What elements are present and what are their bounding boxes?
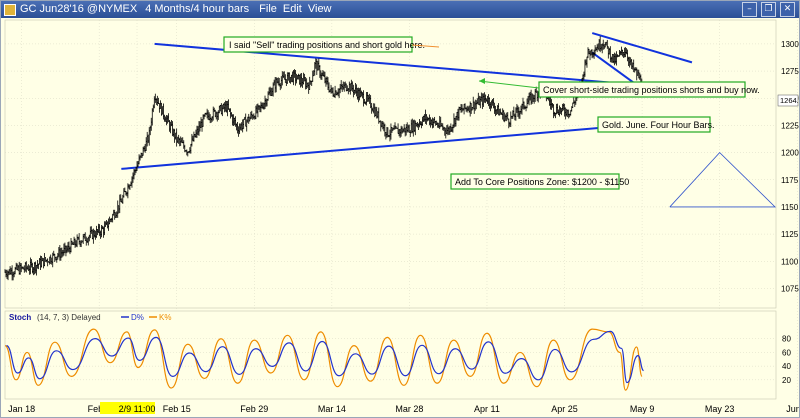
last-price-label: 1264.8 bbox=[780, 96, 799, 105]
annotation-cover-arrowhead bbox=[479, 78, 485, 84]
time-tick-label: May 9 bbox=[630, 404, 655, 414]
time-tick-label: Apr 11 bbox=[474, 404, 500, 414]
price-tick-label: 1100.0 bbox=[781, 257, 799, 266]
core-zone-triangle bbox=[669, 152, 777, 208]
annotation-sell-arrow bbox=[411, 44, 440, 48]
close-icon[interactable]: ✕ bbox=[780, 2, 795, 17]
legend-k: K% bbox=[159, 313, 171, 322]
time-tick-label: Feb 15 bbox=[163, 404, 191, 414]
annotation-cover-text: Cover short-side trading positions short… bbox=[543, 85, 760, 95]
menu-edit[interactable]: Edit bbox=[282, 3, 302, 15]
stoch-label: Stoch bbox=[9, 313, 31, 322]
channel-top-line bbox=[591, 32, 693, 64]
stoch-lines bbox=[4, 328, 644, 391]
stoch-tick-label: 80 bbox=[782, 335, 791, 344]
price-tick-label: 1125.0 bbox=[781, 230, 799, 239]
time-tick-label: Mar 14 bbox=[318, 404, 346, 414]
annotation-core-zone-text: Add To Core Positions Zone: $1200 - $115… bbox=[455, 177, 629, 187]
menu-view[interactable]: View bbox=[307, 3, 332, 15]
gold-chart-icon bbox=[4, 3, 16, 16]
price-tick-label: 1200.0 bbox=[781, 149, 799, 158]
annotation-cover-arrow bbox=[478, 80, 540, 89]
time-tick-label: Jun 6 bbox=[786, 404, 799, 414]
stoch-tick-label: 20 bbox=[782, 376, 791, 385]
time-tick-label: May 23 bbox=[705, 404, 735, 414]
title-bar: GC Jun28'16 @NYMEX 4 Months/4 hour bars … bbox=[1, 1, 799, 18]
legend-d: D% bbox=[131, 313, 144, 322]
stoch-axis: 20 40 60 80 bbox=[782, 335, 791, 385]
restore-icon[interactable]: ❐ bbox=[761, 2, 776, 17]
price-axis: 1075.0 1100.0 1125.0 1150.0 1175.0 1200.0 1225… bbox=[781, 40, 799, 294]
interval-title: 4 Months/4 hour bars bbox=[145, 3, 250, 15]
time-axis: Jan 18 Feb 1 2/9 11:00 Feb 15 Feb 29 Mar 14 Ma… bbox=[8, 402, 799, 414]
k-line bbox=[4, 328, 643, 391]
price-tick-label: 1225.0 bbox=[781, 121, 799, 130]
stoch-tick-label: 40 bbox=[782, 362, 791, 371]
annotation-gold: Gold. June. Four Hour Bars. bbox=[597, 116, 715, 133]
stoch-tick-label: 60 bbox=[782, 348, 791, 357]
annotation-gold-text: Gold. June. Four Hour Bars. bbox=[602, 120, 715, 130]
annotation-sell: I said "Sell" trading positions and shor… bbox=[223, 36, 425, 53]
time-tick-label: Mar 28 bbox=[395, 404, 423, 414]
price-tick-label: 1275.0 bbox=[781, 67, 799, 76]
price-panel bbox=[4, 19, 777, 309]
symbol-title: GC Jun28'16 @NYMEX bbox=[20, 3, 138, 15]
time-highlight-box bbox=[100, 402, 155, 414]
time-tick-label: Feb 29 bbox=[240, 404, 268, 414]
annotation-core-zone: Add To Core Positions Zone: $1200 - $115… bbox=[450, 173, 629, 190]
chart-canvas: 1075.0 1100.0 1125.0 1150.0 1175.0 1200.0 1225… bbox=[4, 19, 799, 414]
price-tick-label: 1150.0 bbox=[781, 203, 799, 212]
price-tick-label: 1075.0 bbox=[781, 284, 799, 293]
triangle-outline bbox=[669, 152, 777, 208]
stoch-params: (14, 7, 3) Delayed bbox=[37, 313, 101, 322]
last-price-marker: 1264.8 bbox=[777, 94, 799, 107]
menu-file[interactable]: File bbox=[259, 3, 277, 15]
annotation-cover: Cover short-side trading positions short… bbox=[538, 81, 760, 98]
price-tick-label: 1300.0 bbox=[781, 40, 799, 49]
price-bars bbox=[4, 36, 644, 281]
stoch-grid bbox=[5, 338, 776, 381]
d-line bbox=[6, 330, 644, 384]
annotation-sell-text: I said "Sell" trading positions and shor… bbox=[229, 40, 425, 50]
minimize-icon[interactable]: – bbox=[742, 2, 757, 17]
time-tick-label: Feb 1 bbox=[88, 404, 111, 414]
time-tick-label: 2/9 11:00 bbox=[119, 404, 156, 414]
price-tick-label: 1175.0 bbox=[781, 176, 799, 185]
time-tick-label: Jan 18 bbox=[8, 404, 35, 414]
stoch-legend: Stoch (14, 7, 3) Delayed D% K% bbox=[9, 313, 171, 322]
stoch-panel bbox=[4, 310, 777, 400]
lower-trendline bbox=[121, 118, 693, 170]
time-tick-label: Apr 25 bbox=[551, 404, 578, 414]
